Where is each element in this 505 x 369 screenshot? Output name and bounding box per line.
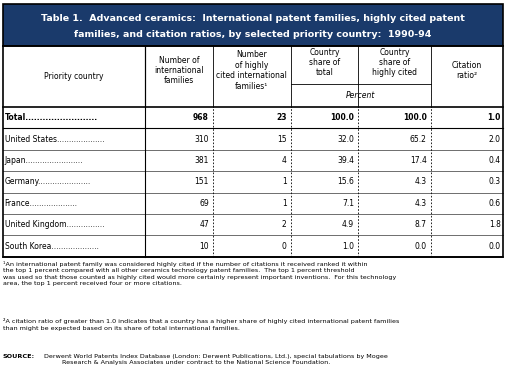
Text: 2: 2: [281, 220, 286, 229]
Text: Priority country: Priority country: [44, 72, 104, 81]
Text: 0.3: 0.3: [488, 177, 500, 186]
Text: 17.4: 17.4: [409, 156, 426, 165]
Text: 0.0: 0.0: [488, 242, 500, 251]
Bar: [3, 46, 502, 257]
Text: Country
share of
highly cited: Country share of highly cited: [371, 48, 416, 77]
Text: 15.6: 15.6: [337, 177, 354, 186]
Text: families, and citation ratios, by selected priority country:  1990-94: families, and citation ratios, by select…: [74, 30, 431, 39]
Text: 1: 1: [281, 199, 286, 208]
Text: United States....................: United States....................: [5, 135, 104, 144]
Text: Country
share of
total: Country share of total: [308, 48, 339, 77]
Text: 4: 4: [281, 156, 286, 165]
Text: 23: 23: [275, 113, 286, 122]
Text: 1.0: 1.0: [487, 113, 500, 122]
Text: 1: 1: [281, 177, 286, 186]
Text: 47: 47: [199, 220, 209, 229]
Text: 4.3: 4.3: [414, 177, 426, 186]
Text: 8.7: 8.7: [414, 220, 426, 229]
Text: ²A citation ratio of greater than 1.0 indicates that a country has a higher shar: ²A citation ratio of greater than 1.0 in…: [3, 318, 398, 331]
Text: Number
of highly
cited international
families¹: Number of highly cited international fam…: [216, 51, 287, 90]
Text: 7.1: 7.1: [341, 199, 353, 208]
Text: United Kingdom................: United Kingdom................: [5, 220, 104, 229]
Text: Citation
ratio²: Citation ratio²: [451, 61, 481, 80]
Text: 100.0: 100.0: [402, 113, 426, 122]
Text: 0: 0: [281, 242, 286, 251]
Text: 0.6: 0.6: [488, 199, 500, 208]
Text: 69: 69: [199, 199, 209, 208]
Text: 4.9: 4.9: [341, 220, 353, 229]
Text: 39.4: 39.4: [336, 156, 354, 165]
Text: 151: 151: [194, 177, 209, 186]
Text: 4.3: 4.3: [414, 199, 426, 208]
Text: 968: 968: [192, 113, 209, 122]
Text: 100.0: 100.0: [330, 113, 353, 122]
Text: 0.4: 0.4: [488, 156, 500, 165]
Text: Germany......................: Germany......................: [5, 177, 90, 186]
Text: 381: 381: [194, 156, 209, 165]
Text: 32.0: 32.0: [337, 135, 354, 144]
Text: 1.0: 1.0: [341, 242, 353, 251]
Text: Table 1.  Advanced ceramics:  International patent families, highly cited patent: Table 1. Advanced ceramics: Internationa…: [41, 14, 464, 23]
Text: Total.........................: Total.........................: [5, 113, 97, 122]
Text: 10: 10: [199, 242, 209, 251]
Text: France....................: France....................: [5, 199, 77, 208]
Text: ¹An international patent family was considered highly cited if the number of cit: ¹An international patent family was cons…: [3, 261, 395, 286]
Text: Number of
international
families: Number of international families: [154, 56, 204, 85]
Text: Percent: Percent: [345, 91, 375, 100]
Text: 65.2: 65.2: [409, 135, 426, 144]
Text: 0.0: 0.0: [414, 242, 426, 251]
Bar: [3, 4, 502, 46]
Text: Derwent World Patents Index Database (London: Derwent Publications, Ltd.), speci: Derwent World Patents Index Database (Lo…: [40, 354, 388, 365]
Text: 2.0: 2.0: [488, 135, 500, 144]
Text: 15: 15: [276, 135, 286, 144]
Text: Japan........................: Japan........................: [5, 156, 83, 165]
Text: SOURCE:: SOURCE:: [3, 354, 34, 359]
Text: South Korea....................: South Korea....................: [5, 242, 98, 251]
Text: 310: 310: [194, 135, 209, 144]
Text: 1.8: 1.8: [488, 220, 500, 229]
